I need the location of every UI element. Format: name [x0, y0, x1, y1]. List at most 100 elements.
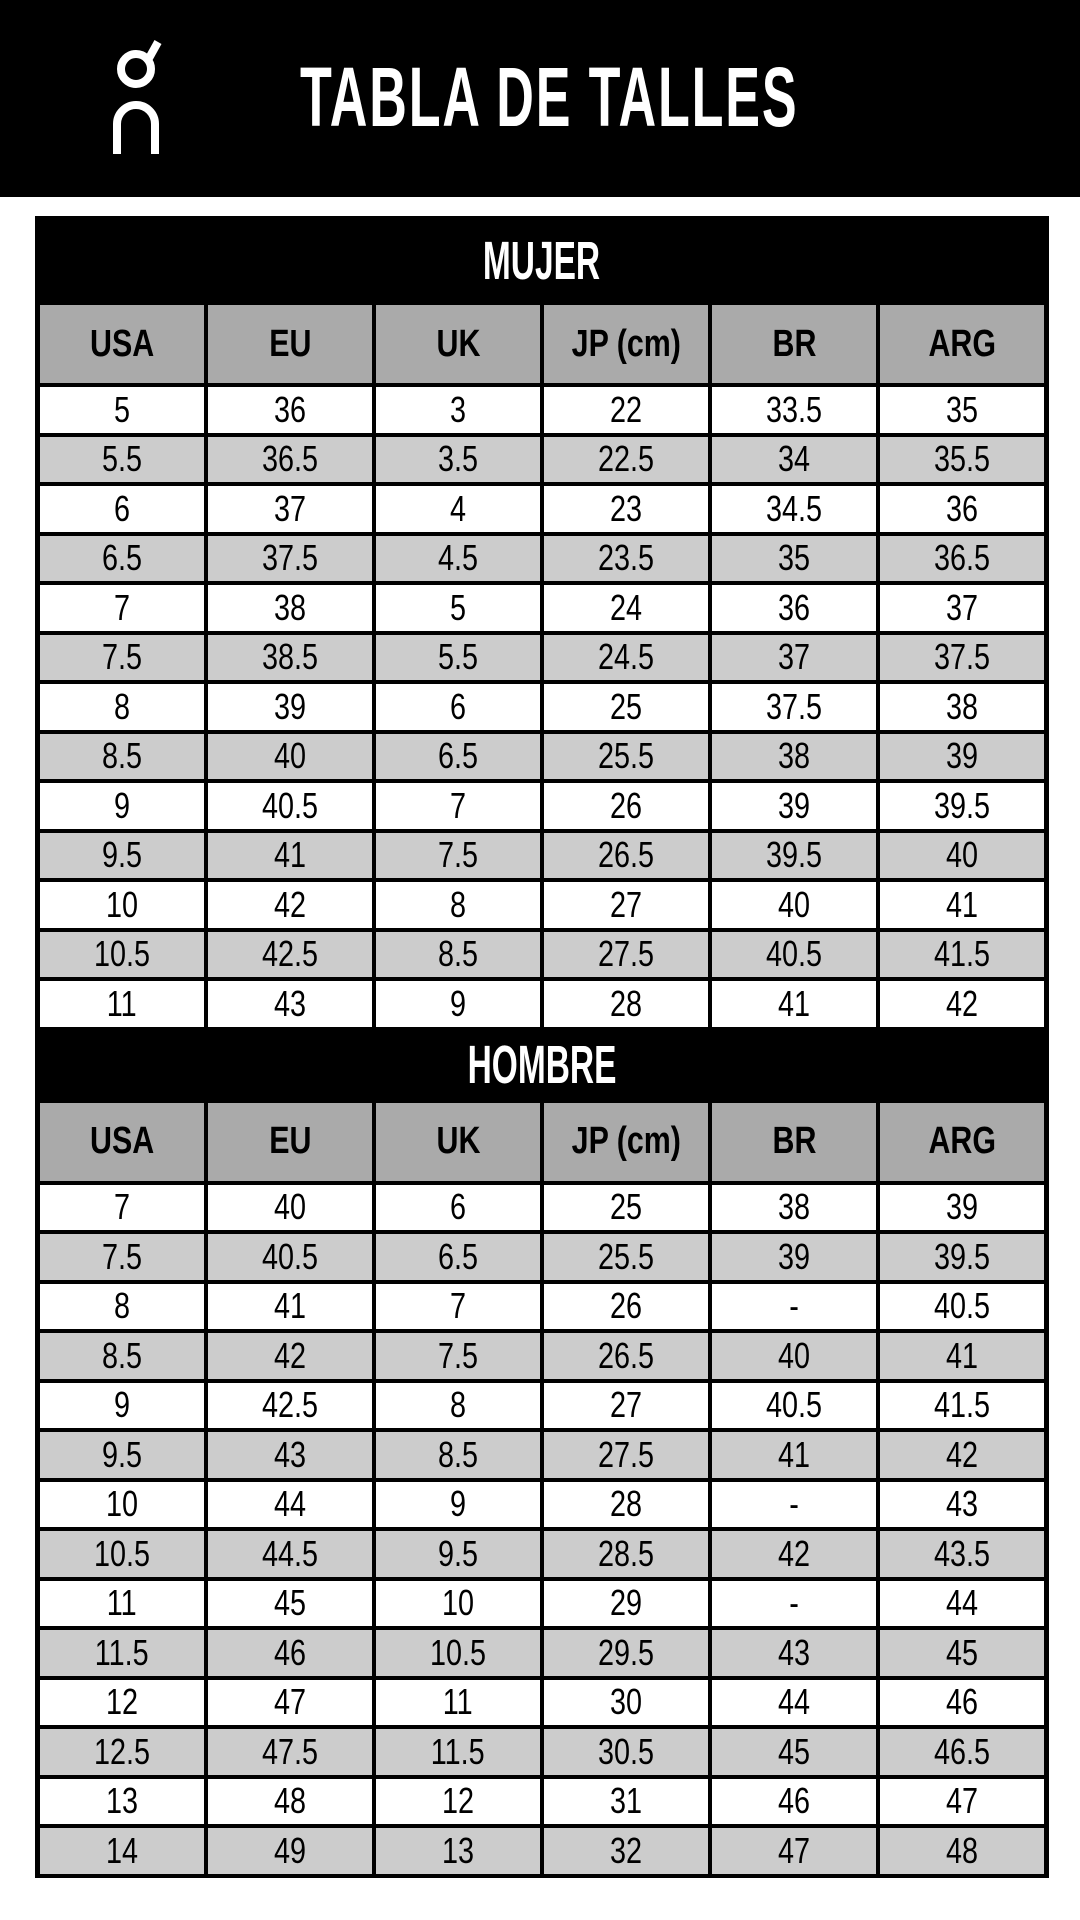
table-cell: 7.5: [40, 634, 204, 680]
table-cell: 27: [544, 882, 708, 928]
cell-value: 48: [945, 1829, 979, 1871]
table-cell: -: [712, 1481, 876, 1527]
cell-value: 36: [945, 487, 979, 529]
column-header-text: JP (cm): [571, 322, 681, 365]
cell-value: 7: [449, 784, 467, 826]
cell-value: 27: [609, 1384, 643, 1426]
table-cell: 43: [208, 1432, 372, 1478]
table-cell: 8.5: [40, 733, 204, 779]
cell-value: 10.5: [93, 1532, 151, 1574]
cell-value: 25: [609, 685, 643, 727]
cell-value: 41.5: [933, 1384, 991, 1426]
cell-value: 38: [777, 1186, 811, 1228]
cell-value: 22.5: [597, 438, 655, 480]
cell-value: 30.5: [597, 1730, 655, 1772]
table-cell: 5: [40, 387, 204, 433]
cell-value: 7.5: [101, 636, 143, 678]
cell-value: 40.5: [261, 1235, 319, 1277]
cell-value: 13: [441, 1829, 475, 1871]
table-cell: 28: [544, 1481, 708, 1527]
table-cell: 25.5: [544, 733, 708, 779]
table-cell: 43: [208, 981, 372, 1027]
cell-value: 11: [107, 1582, 137, 1624]
cell-value: 40.5: [933, 1285, 991, 1327]
cell-value: 7: [113, 586, 131, 628]
cell-value: 7.5: [101, 1235, 143, 1277]
cell-value: 10.5: [93, 933, 151, 975]
cell-value: -: [789, 1483, 799, 1525]
table-cell: 26.5: [544, 1333, 708, 1379]
table-cell: 42: [208, 1333, 372, 1379]
table-cell: 39.5: [880, 783, 1044, 829]
cell-value: 10.5: [429, 1631, 487, 1673]
cell-value: 42: [273, 1334, 307, 1376]
cell-value: 43: [777, 1631, 811, 1673]
cell-value: 43: [273, 982, 307, 1024]
cell-value: 40: [273, 735, 307, 777]
table-cell: 9: [40, 1382, 204, 1428]
table-cell: 27.5: [544, 931, 708, 977]
cell-value: 10: [105, 1483, 139, 1525]
cell-value: 29: [609, 1582, 643, 1624]
cell-value: 45: [945, 1631, 979, 1673]
table-cell: 35: [880, 387, 1044, 433]
table-cell: 4.5: [376, 535, 540, 581]
table-cell: 40: [712, 882, 876, 928]
section-title-text: HOMBRE: [467, 1034, 617, 1095]
cell-value: 8.5: [101, 735, 143, 777]
table-cell: 10: [40, 882, 204, 928]
table-cell: 11: [376, 1679, 540, 1725]
table-cell: 12.5: [40, 1729, 204, 1775]
cell-value: 24.5: [597, 636, 655, 678]
cell-value: 6: [449, 1186, 467, 1228]
cell-value: 11.5: [95, 1631, 149, 1673]
table-cell: 9: [40, 783, 204, 829]
cell-value: 6.5: [437, 735, 479, 777]
table-cell: 41: [880, 1333, 1044, 1379]
cell-value: 8: [113, 685, 131, 727]
table-cell: 10: [376, 1580, 540, 1626]
cell-value: 35: [777, 537, 811, 579]
cell-value: 42: [777, 1532, 811, 1574]
cell-value: 31: [609, 1780, 643, 1822]
table-cell: 38: [712, 1184, 876, 1230]
cell-value: 40: [777, 883, 811, 925]
cell-value: 6: [449, 685, 467, 727]
column-header-text: BR: [772, 322, 816, 365]
table-cell: 14: [40, 1828, 204, 1874]
cell-value: 44: [777, 1681, 811, 1723]
table-cell: 24.5: [544, 634, 708, 680]
cell-value: 8: [449, 1384, 467, 1426]
table-cell: 37.5: [208, 535, 372, 581]
cell-value: 39.5: [765, 834, 823, 876]
table-cell: 40.5: [712, 1382, 876, 1428]
on-logo-icon: [113, 40, 162, 154]
cell-value: 47: [777, 1829, 811, 1871]
table-cell: 40: [208, 1184, 372, 1230]
cell-value: 7.5: [437, 834, 479, 876]
cell-value: 42: [945, 1433, 979, 1475]
cell-value: 8: [113, 1285, 131, 1327]
table-cell: 48: [208, 1778, 372, 1824]
cell-value: 40.5: [261, 784, 319, 826]
table-cell: 35.5: [880, 436, 1044, 482]
cell-value: 6.5: [101, 537, 143, 579]
cell-value: 40.5: [765, 1384, 823, 1426]
table-cell: 39.5: [712, 832, 876, 878]
table-cell: 9.5: [40, 1432, 204, 1478]
table-cell: 45: [208, 1580, 372, 1626]
cell-value: 5: [113, 388, 131, 430]
cell-value: 9: [449, 982, 467, 1024]
cell-value: 9: [113, 1384, 131, 1426]
table-cell: 7: [40, 585, 204, 631]
cell-value: 28.5: [597, 1532, 655, 1574]
table-cell: 8: [40, 684, 204, 730]
table-cell: 7: [376, 1283, 540, 1329]
table-cell: 36: [880, 486, 1044, 532]
cell-value: 42: [273, 883, 307, 925]
cell-value: 38.5: [261, 636, 319, 678]
table-cell: 42: [880, 1432, 1044, 1478]
cell-value: 36.5: [933, 537, 991, 579]
table-cell: 29.5: [544, 1630, 708, 1676]
section-title-text: MUJER: [483, 230, 601, 291]
